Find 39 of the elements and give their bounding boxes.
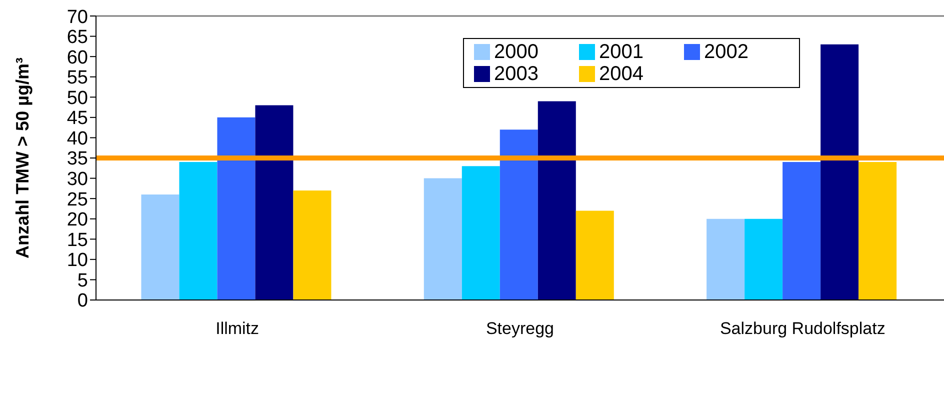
y-tick-label: 10 xyxy=(66,250,88,272)
y-tick-label: 15 xyxy=(66,230,88,251)
y-tick-label: 55 xyxy=(66,68,88,89)
bar xyxy=(293,190,332,300)
legend-label: 2000 xyxy=(494,41,538,63)
bar xyxy=(141,194,180,300)
y-tick-label: 20 xyxy=(66,210,88,231)
y-tick-label: 40 xyxy=(66,128,88,150)
y-tick-label: 50 xyxy=(66,88,88,109)
bar xyxy=(179,162,218,300)
bar xyxy=(576,210,614,300)
bar xyxy=(500,130,538,300)
bar xyxy=(255,105,294,300)
bar xyxy=(424,178,462,300)
y-axis-title: Anzahl TMW > 50 µg/m³ xyxy=(12,58,32,258)
bar xyxy=(217,117,256,300)
y-tick-label: 5 xyxy=(77,270,88,292)
bar xyxy=(782,162,821,300)
legend-label: 2003 xyxy=(494,63,538,85)
x-tick-label: Salzburg Rudolfsplatz xyxy=(720,319,886,338)
bar xyxy=(462,166,500,300)
legend-label: 2004 xyxy=(599,63,644,85)
y-tick-label: 65 xyxy=(66,27,88,48)
bar xyxy=(858,162,897,300)
y-tick-label: 35 xyxy=(66,148,88,170)
bar xyxy=(744,218,783,300)
y-tick-label: 25 xyxy=(66,189,88,210)
bar xyxy=(820,44,859,300)
y-tick-label: 45 xyxy=(66,108,88,130)
legend-label: 2002 xyxy=(704,41,748,63)
bar xyxy=(538,101,576,300)
y-tick-label: 0 xyxy=(77,290,88,312)
x-tick-label: Illmitz xyxy=(216,319,260,338)
x-tick-label: Steyregg xyxy=(486,319,554,338)
y-tick-label: 30 xyxy=(66,169,88,190)
y-tick-label: 70 xyxy=(66,6,88,28)
y-tick-label: 60 xyxy=(66,47,88,68)
legend-label: 2001 xyxy=(599,41,644,63)
bar xyxy=(706,218,745,300)
